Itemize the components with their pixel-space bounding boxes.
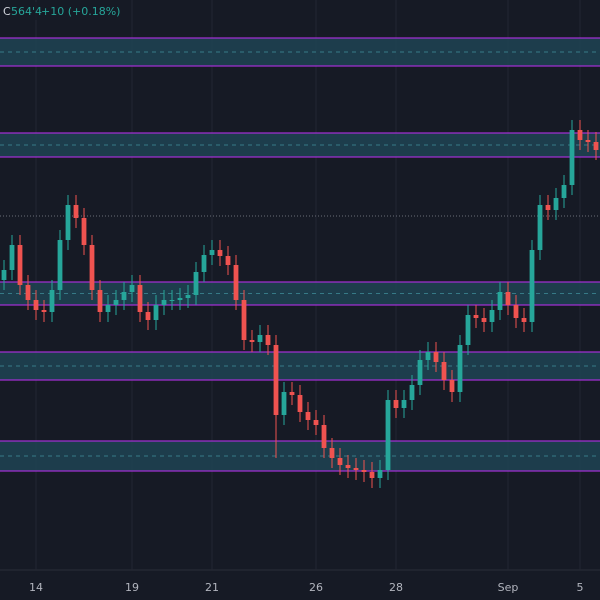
candle-body [433, 352, 439, 362]
candle-body [25, 285, 31, 300]
candle-body [417, 360, 423, 385]
candle-body [353, 468, 359, 470]
candle-body [569, 130, 575, 185]
candle-body [57, 240, 63, 290]
candle-body [529, 250, 535, 322]
candle-body [321, 425, 327, 448]
candle-body [97, 290, 103, 312]
candle-body [193, 272, 199, 295]
candle-body [41, 310, 47, 312]
candle-body [129, 285, 135, 292]
candle-body [537, 205, 543, 250]
candle-body [441, 362, 447, 380]
candle-body [265, 335, 271, 345]
candle-body [545, 205, 551, 210]
candle-body [233, 265, 239, 300]
candle-body [257, 335, 263, 342]
candle-body [457, 345, 463, 392]
candle-body [297, 395, 303, 412]
candle-body [225, 256, 231, 265]
candle-body [73, 205, 79, 218]
legend-close: 564'4 [11, 5, 42, 18]
candle-body [313, 420, 319, 425]
candle-body [521, 318, 527, 322]
candle-body [593, 142, 599, 150]
candle-body [561, 185, 567, 198]
candle-body [473, 315, 479, 318]
candle-body [121, 292, 127, 300]
candle-body [281, 392, 287, 415]
candle-body [481, 318, 487, 322]
candle-body [89, 245, 95, 290]
legend-change: +10 (+0.18%) [41, 5, 120, 18]
candle-body [489, 310, 495, 322]
candle-body [497, 292, 503, 310]
candle-body [153, 305, 159, 320]
candle-body [169, 300, 175, 301]
candle-body [337, 458, 343, 465]
candle-body [1, 270, 7, 280]
candle-body [273, 345, 279, 415]
candle-body [209, 250, 215, 255]
candle-body [377, 470, 383, 478]
candle-body [49, 290, 55, 312]
candle-body [241, 300, 247, 340]
candle-body [17, 245, 23, 285]
x-tick-label: 5 [577, 581, 584, 594]
x-tick-label: 21 [205, 581, 219, 594]
candle-body [217, 250, 223, 256]
candle-body [185, 295, 191, 298]
candle-body [145, 312, 151, 320]
x-tick-label: 26 [309, 581, 323, 594]
candle-body [425, 352, 431, 360]
candle-body [401, 400, 407, 408]
candle-body [33, 300, 39, 310]
candle-body [361, 470, 367, 472]
candle-body [465, 315, 471, 345]
candle-body [9, 245, 15, 270]
candle-body [393, 400, 399, 408]
candle-body [249, 340, 255, 342]
candle-body [449, 380, 455, 392]
candle-body [289, 392, 295, 395]
candle-body [329, 448, 335, 458]
candle-body [161, 300, 167, 305]
candle-body [137, 285, 143, 312]
candle-body [177, 298, 183, 300]
candle-body [113, 300, 119, 305]
x-tick-label: 14 [29, 581, 43, 594]
candle-body [409, 385, 415, 400]
candle-body [305, 412, 311, 420]
candle-body [505, 292, 511, 305]
candle-body [553, 198, 559, 210]
legend-bg [0, 2, 100, 20]
legend-label: C [3, 5, 11, 18]
candle-body [65, 205, 71, 240]
x-tick-label: Sep [498, 581, 519, 594]
candle-body [585, 140, 591, 142]
candle-body [201, 255, 207, 272]
x-tick-label: 19 [125, 581, 139, 594]
candle-body [105, 305, 111, 312]
candle-body [577, 130, 583, 140]
candle-body [385, 400, 391, 470]
candle-body [369, 472, 375, 478]
x-tick-label: 28 [389, 581, 403, 594]
candle-body [81, 218, 87, 245]
candle-body [345, 465, 351, 468]
candle-body [513, 305, 519, 318]
